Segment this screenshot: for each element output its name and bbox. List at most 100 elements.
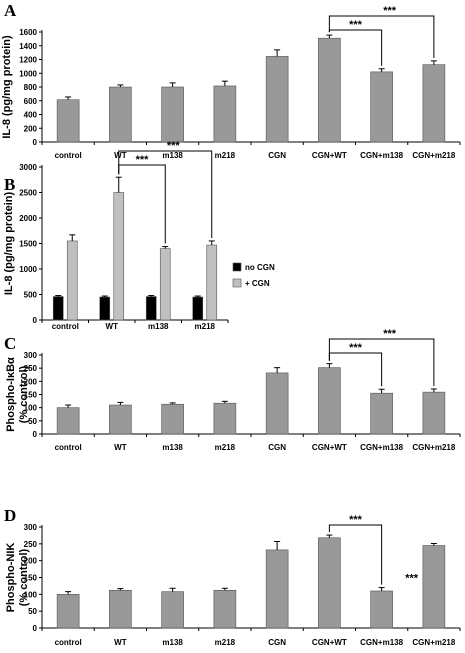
bar: [318, 37, 341, 143]
y-axis-label: (% control): [18, 548, 30, 606]
y-axis-label: Phospho-NIK: [5, 543, 17, 613]
y-tick-label: 1000: [19, 69, 37, 78]
bar: [109, 404, 132, 435]
y-tick-label: 300: [24, 523, 38, 532]
significance-bracket: [328, 338, 435, 386]
bar: [99, 296, 111, 321]
panel-letter: D: [4, 506, 16, 525]
category-label: CGN+m218: [412, 443, 455, 452]
category-label: m138: [162, 151, 183, 160]
category-label: control: [55, 638, 82, 647]
bar: [56, 99, 80, 143]
y-tick-label: 0: [33, 316, 38, 325]
bar: [213, 402, 237, 435]
significance-stars: ***: [383, 5, 397, 17]
category-label: WT: [114, 443, 127, 452]
panel-letter: B: [4, 175, 15, 194]
bar: [52, 296, 64, 321]
bar: [318, 537, 341, 629]
bar: [161, 591, 184, 629]
significance-stars: ***: [136, 154, 150, 166]
y-tick-label: 1600: [19, 28, 37, 37]
category-label: WT: [106, 322, 119, 331]
significance-stars: ***: [349, 514, 363, 526]
category-label: m218: [215, 443, 236, 452]
category-label: CGN+m138: [360, 443, 403, 452]
significance-stars: ***: [167, 140, 181, 152]
category-label: m138: [148, 322, 169, 331]
significance-stars: ***: [383, 328, 397, 340]
y-tick-label: 0: [33, 430, 38, 439]
category-label: CGN+m218: [412, 638, 455, 647]
y-tick-label: 2000: [19, 214, 37, 223]
bar: [109, 589, 132, 629]
bar: [213, 85, 237, 143]
bar: [161, 403, 184, 435]
y-tick-label: 1400: [19, 42, 37, 51]
category-label: CGN+WT: [312, 151, 347, 160]
bar: [113, 192, 125, 321]
significance-bracket: [118, 150, 213, 238]
panel-a: A IL-8 (pg/mg protein) 0 200 400 600 800 1000 12…: [1, 1, 461, 160]
y-tick-label: 300: [24, 351, 38, 360]
y-tick-label: 400: [24, 111, 38, 120]
category-label: control: [52, 322, 79, 331]
bar: [213, 589, 237, 629]
bar: [318, 367, 341, 435]
y-tick-label: 100: [24, 404, 38, 413]
bar: [370, 71, 393, 143]
legend-swatch: [232, 262, 242, 272]
y-axis-label: IL-8 (pg/mg protein): [3, 192, 15, 296]
category-label: CGN+WT: [312, 443, 347, 452]
category-label: CGN: [268, 151, 286, 160]
category-label: CGN: [268, 443, 286, 452]
y-tick-label: 0: [33, 138, 38, 147]
bar: [109, 86, 132, 143]
panel-d: D Phospho-NIK (% control) 0 50 100 150 200 250 30…: [4, 506, 461, 647]
legend-swatch: [232, 278, 242, 288]
category-label: WT: [114, 151, 127, 160]
y-tick-label: 1500: [19, 240, 37, 249]
y-tick-label: 500: [24, 291, 38, 300]
category-label: CGN+WT: [312, 638, 347, 647]
bar: [265, 56, 289, 143]
category-label: CGN: [268, 638, 286, 647]
y-axis-label: IL-8 (pg/mg protein): [1, 35, 13, 139]
bar: [192, 296, 204, 321]
bar: [56, 594, 80, 629]
y-tick-label: 1000: [19, 265, 37, 274]
significance-bracket: [328, 524, 383, 585]
panel-letter: A: [4, 1, 17, 20]
bar: [265, 549, 289, 629]
legend-label: no CGN: [245, 263, 275, 272]
y-tick-label: 200: [24, 557, 38, 566]
y-tick-label: 1200: [19, 56, 37, 65]
bar: [265, 372, 289, 435]
bar: [422, 64, 446, 143]
y-tick-label: 3000: [19, 163, 37, 172]
panel-c: C Phospho-IκBα (% control)0 50 100 150 200 250 3…: [4, 328, 461, 452]
significance-stars: ***: [349, 342, 363, 354]
y-axis-label: (% control): [18, 365, 30, 423]
category-label: m218: [215, 151, 236, 160]
category-label: control: [55, 443, 82, 452]
y-tick-label: 150: [24, 391, 38, 400]
category-label: m138: [162, 638, 183, 647]
y-tick-label: 100: [24, 590, 38, 599]
y-tick-label: 150: [24, 574, 38, 583]
bar: [370, 590, 393, 629]
bar: [161, 86, 184, 143]
bar: [56, 407, 80, 435]
bar: [422, 391, 446, 435]
bar: [206, 244, 218, 321]
bar: [66, 240, 78, 321]
significance-bracket: [118, 164, 166, 244]
significance-bracket: [328, 15, 435, 58]
bar: [422, 545, 446, 629]
significance-stars: ***: [349, 19, 363, 31]
category-label: CGN+m138: [360, 638, 403, 647]
y-tick-label: 2500: [19, 189, 37, 198]
significance-stars: ***: [405, 573, 419, 585]
y-axis-label: Phospho-IκBα: [5, 357, 17, 432]
